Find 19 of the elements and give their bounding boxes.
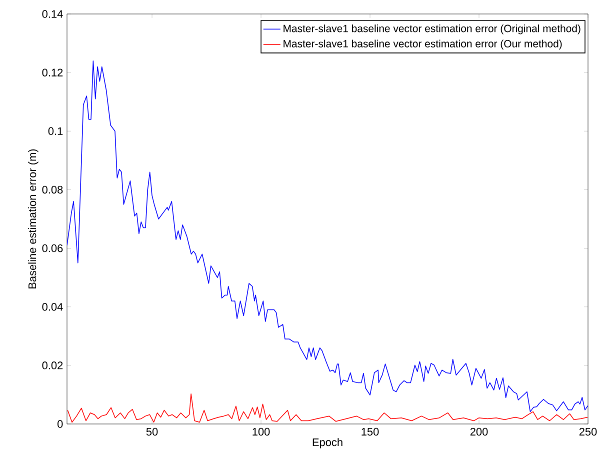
y-tick-label: 0.08 bbox=[42, 186, 63, 194]
y-tick-label: 0.14 bbox=[42, 10, 63, 18]
x-tick-label: 100 bbox=[252, 428, 270, 436]
y-tick-label: 0 bbox=[57, 420, 63, 428]
y-tick-label: 0.02 bbox=[42, 362, 63, 370]
x-axis-title: Epoch bbox=[312, 438, 342, 448]
legend-label: Master-slave1 baseline vector estimation error (Original method) bbox=[284, 24, 580, 34]
y-tick-label: 0.06 bbox=[42, 244, 63, 252]
x-tick-label: 50 bbox=[146, 428, 158, 436]
y-tick-label: 0.12 bbox=[42, 68, 63, 76]
x-tick-label: 200 bbox=[470, 428, 488, 436]
line-series bbox=[67, 60, 588, 412]
y-axis-title: Baseline estimation error (m) bbox=[28, 149, 38, 288]
x-tick-label: 250 bbox=[579, 428, 597, 436]
y-tick-label: 0.1 bbox=[48, 127, 63, 136]
line-series bbox=[67, 393, 588, 423]
x-tick-label: 150 bbox=[362, 428, 379, 436]
y-tick-label: 0.04 bbox=[42, 302, 63, 311]
legend-label: Master-slave1 baseline vector estimation error (Our method) bbox=[284, 40, 562, 50]
